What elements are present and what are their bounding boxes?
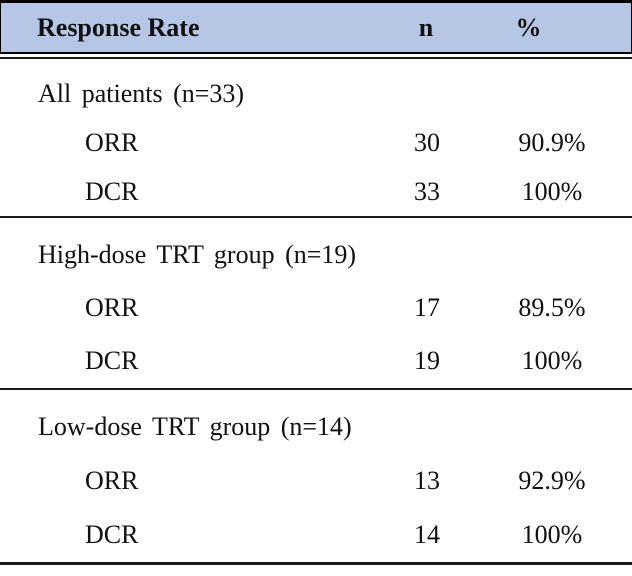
row-n-value: 13 bbox=[414, 466, 440, 495]
row-label: DCR bbox=[85, 346, 139, 376]
section-title-row: All patients (n=33) bbox=[0, 59, 632, 118]
section-all-patients: All patients (n=33) ORR 30 90.9% DCR 33 … bbox=[0, 59, 632, 216]
section-title: High-dose TRT group (n=19) bbox=[38, 239, 357, 269]
row-n-value: 30 bbox=[414, 127, 440, 157]
section-title: Low-dose TRT group (n=14) bbox=[38, 412, 352, 441]
row-percent-value: 100% bbox=[521, 520, 583, 549]
header-rule-gap bbox=[0, 54, 632, 57]
row-percent-value: 100% bbox=[521, 176, 583, 206]
table-row: ORR 30 90.9% bbox=[0, 118, 632, 167]
row-percent-value: 100% bbox=[521, 346, 583, 376]
row-label: ORR bbox=[85, 292, 139, 322]
table-row: ORR 17 89.5% bbox=[0, 281, 632, 334]
table-row: DCR 19 100% bbox=[0, 335, 632, 388]
table-row: ORR 13 92.9% bbox=[0, 454, 632, 508]
header-bottom-rule bbox=[0, 57, 632, 59]
row-percent-value: 90.9% bbox=[518, 127, 586, 157]
row-label: DCR bbox=[85, 176, 139, 206]
row-n-value: 19 bbox=[414, 346, 440, 376]
row-n-value: 33 bbox=[414, 176, 440, 206]
section-low-dose: Low-dose TRT group (n=14) ORR 13 92.9% D… bbox=[0, 390, 632, 562]
table-header-row: Response Rate n % bbox=[0, 0, 632, 54]
row-label: ORR bbox=[85, 127, 139, 157]
table-bottom-rule bbox=[0, 562, 632, 565]
section-divider-rule bbox=[0, 216, 632, 218]
section-title-row: High-dose TRT group (n=19) bbox=[0, 218, 632, 281]
table-row: DCR 14 100% bbox=[0, 508, 632, 562]
table-row: DCR 33 100% bbox=[0, 167, 632, 216]
header-percent: % bbox=[515, 12, 542, 42]
section-divider-rule bbox=[0, 388, 632, 390]
section-high-dose: High-dose TRT group (n=19) ORR 17 89.5% … bbox=[0, 218, 632, 388]
section-title: All patients (n=33) bbox=[38, 78, 245, 108]
row-n-value: 17 bbox=[414, 292, 440, 322]
header-n: n bbox=[418, 12, 434, 42]
header-response-rate: Response Rate bbox=[37, 12, 200, 42]
section-title-row: Low-dose TRT group (n=14) bbox=[0, 390, 632, 454]
row-label: ORR bbox=[85, 466, 139, 495]
row-n-value: 14 bbox=[414, 520, 440, 549]
row-percent-value: 89.5% bbox=[518, 292, 586, 322]
row-label: DCR bbox=[85, 520, 139, 549]
row-percent-value: 92.9% bbox=[518, 466, 586, 495]
